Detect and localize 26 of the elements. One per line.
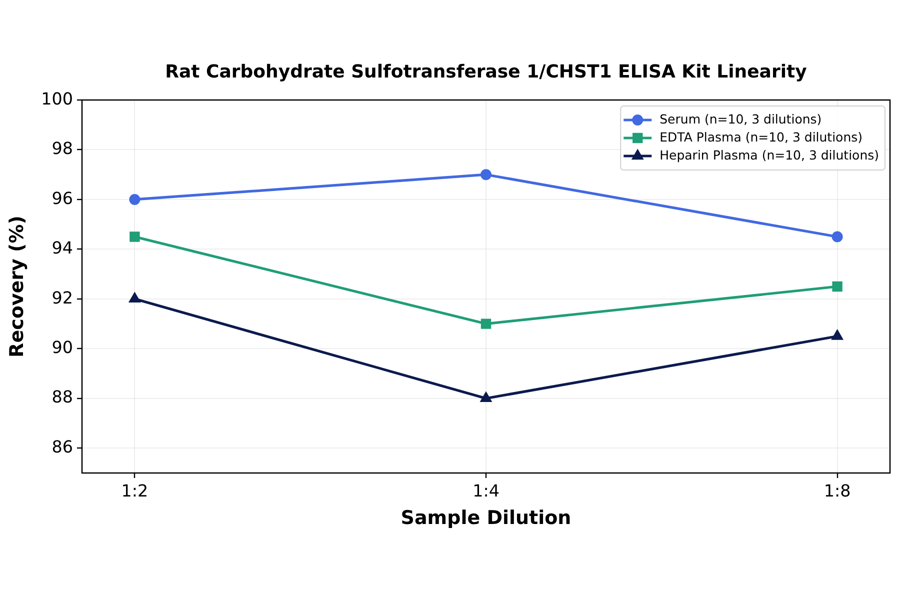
y-tick-label: 90 xyxy=(52,337,73,358)
y-axis-title: Recovery (%) xyxy=(6,216,28,358)
legend-label: Heparin Plasma (n=10, 3 dilutions) xyxy=(660,147,879,162)
x-axis-title: Sample Dilution xyxy=(400,506,572,529)
legend-label: EDTA Plasma (n=10, 3 dilutions) xyxy=(660,129,863,144)
y-tick-label: 88 xyxy=(52,386,73,407)
point xyxy=(128,292,141,303)
x-tick-label: 1:4 xyxy=(472,480,500,500)
y-tick-label: 98 xyxy=(52,138,73,158)
point xyxy=(831,330,844,340)
y-tick-label: 92 xyxy=(52,287,73,308)
legend-label: Serum (n=10, 3 dilutions) xyxy=(660,111,822,126)
point xyxy=(130,232,140,242)
point xyxy=(129,194,140,205)
chart-title: Rat Carbohydrate Sulfotransferase 1/CHST1 ELISA Kit Linearity xyxy=(165,62,808,83)
point xyxy=(480,318,492,329)
y-tick-label: 96 xyxy=(52,188,73,208)
y-tick-label: 94 xyxy=(52,238,73,258)
point xyxy=(832,231,843,242)
point xyxy=(480,392,492,402)
y-tick-label: 100 xyxy=(41,88,73,108)
x-tick-label: 1:8 xyxy=(824,480,851,500)
point xyxy=(832,281,842,292)
x-tick-label: 1:2 xyxy=(121,480,148,500)
y-tick-label: 86 xyxy=(52,436,73,456)
point xyxy=(480,169,492,180)
